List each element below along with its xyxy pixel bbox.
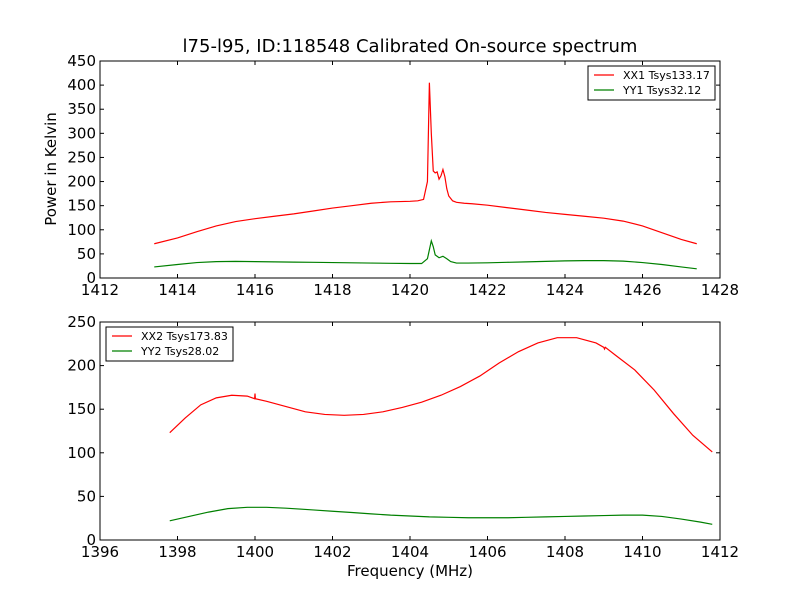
x-tick-label: 1414 bbox=[158, 281, 196, 299]
x-tick-label: 1420 bbox=[391, 281, 429, 299]
x-tick-label: 1410 bbox=[623, 543, 661, 561]
series-line-yy2 bbox=[169, 506, 713, 525]
y-tick-label: 0 bbox=[86, 269, 96, 287]
y-tick-label: 150 bbox=[67, 400, 96, 418]
y-tick-label: 150 bbox=[67, 197, 96, 215]
y-tick-label: 400 bbox=[67, 76, 96, 94]
y-tick-label: 200 bbox=[67, 357, 96, 375]
y-tick-label: 100 bbox=[67, 221, 96, 239]
bottom-chart-panel: Frequency (MHz) 1396 1398 1400 1402 1404 1406… bbox=[67, 313, 739, 580]
y-tick-label: 100 bbox=[67, 444, 96, 462]
series-line-xx1 bbox=[154, 82, 697, 245]
series-line-xx2 bbox=[169, 337, 713, 453]
legend-label: XX1 Tsys133.17 bbox=[623, 69, 710, 82]
legend-box bbox=[587, 65, 716, 101]
chart-title: l75-l95, ID:118548 Calibrated On-source … bbox=[183, 36, 638, 57]
y-tick-label: 0 bbox=[86, 531, 96, 549]
x-tick-label: 1416 bbox=[236, 281, 274, 299]
legend-label: XX2 Tsys173.83 bbox=[141, 330, 228, 343]
x-tick-label: 1412 bbox=[701, 543, 739, 561]
x-tick-label: 1422 bbox=[468, 281, 506, 299]
y-tick-label: 50 bbox=[77, 487, 96, 505]
x-tick-label: 1398 bbox=[158, 543, 196, 561]
x-tick-label: 1402 bbox=[313, 543, 351, 561]
legend: XX1 Tsys133.17 YY1 Tsys32.12 bbox=[587, 65, 716, 101]
x-tick-label: 1424 bbox=[546, 281, 584, 299]
legend-box bbox=[105, 326, 234, 362]
series-lines bbox=[154, 82, 697, 270]
y-tick-label: 250 bbox=[67, 313, 96, 331]
x-tick-label: 1396 bbox=[81, 543, 119, 561]
series-lines bbox=[169, 337, 713, 525]
legend: XX2 Tsys173.83 YY2 Tsys28.02 bbox=[105, 326, 234, 362]
x-tick-label: 1408 bbox=[546, 543, 584, 561]
legend-label: YY2 Tsys28.02 bbox=[140, 345, 219, 358]
x-tick-label: 1418 bbox=[313, 281, 351, 299]
bottom-x-axis-title: Frequency (MHz) bbox=[347, 562, 473, 580]
y-tick-label: 200 bbox=[67, 173, 96, 191]
top-y-axis-title: Power in Kelvin bbox=[42, 112, 60, 226]
y-tick-label: 350 bbox=[67, 100, 96, 118]
x-tick-label: 1400 bbox=[236, 543, 274, 561]
legend-label: YY1 Tsys32.12 bbox=[622, 84, 701, 97]
x-tick-label: 1428 bbox=[701, 281, 739, 299]
y-tick-label: 300 bbox=[67, 124, 96, 142]
series-line-yy1 bbox=[154, 238, 697, 270]
x-tick-label: 1404 bbox=[391, 543, 429, 561]
y-tick-label: 50 bbox=[77, 245, 96, 263]
x-tick-label: 1426 bbox=[623, 281, 661, 299]
top-chart-panel: Power in Kelvin 1412 1414 1416 1418 1420 1422… bbox=[42, 52, 739, 299]
x-tick-label: 1406 bbox=[468, 543, 506, 561]
x-tick-label: 1412 bbox=[81, 281, 119, 299]
y-tick-label: 450 bbox=[67, 52, 96, 70]
y-tick-label: 250 bbox=[67, 148, 96, 166]
